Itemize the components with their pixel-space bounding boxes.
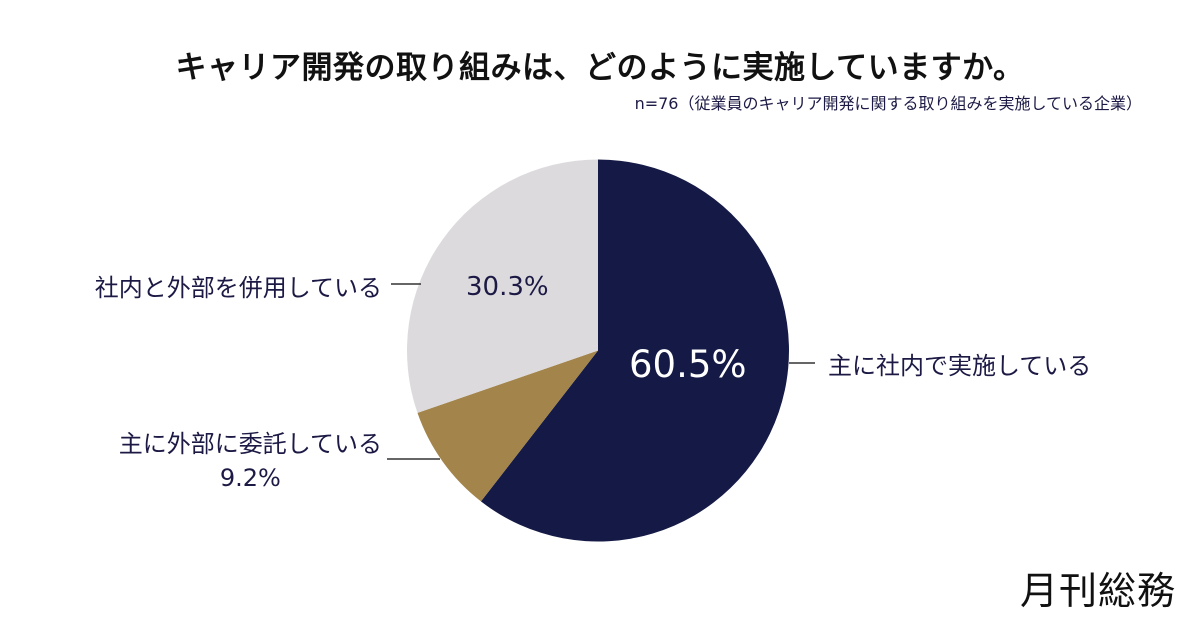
label-external: 主に外部に委託している 9.2% — [119, 427, 382, 495]
slice-value-both: 30.3% — [466, 272, 549, 302]
slice-internal — [480, 159, 789, 542]
label-both: 社内と外部を併用している — [94, 274, 382, 302]
label-external-text: 主に外部に委託している — [118, 430, 382, 458]
slice-value-internal: 60.5% — [629, 343, 747, 386]
label-external-value: 9.2% — [219, 464, 281, 492]
chart-title: キャリア開発の取り組みは、どのように実施していますか。 — [175, 50, 1025, 86]
slice-external — [417, 350, 598, 502]
chart-subtitle: n=76（従業員のキャリア開発に関する取り組みを実施している企業） — [634, 94, 1142, 113]
brand-logo: 月刊総務 — [1019, 569, 1176, 613]
label-internal: 主に社内で実施している — [828, 352, 1092, 380]
pie-slices — [407, 159, 789, 542]
slice-both — [407, 159, 598, 413]
